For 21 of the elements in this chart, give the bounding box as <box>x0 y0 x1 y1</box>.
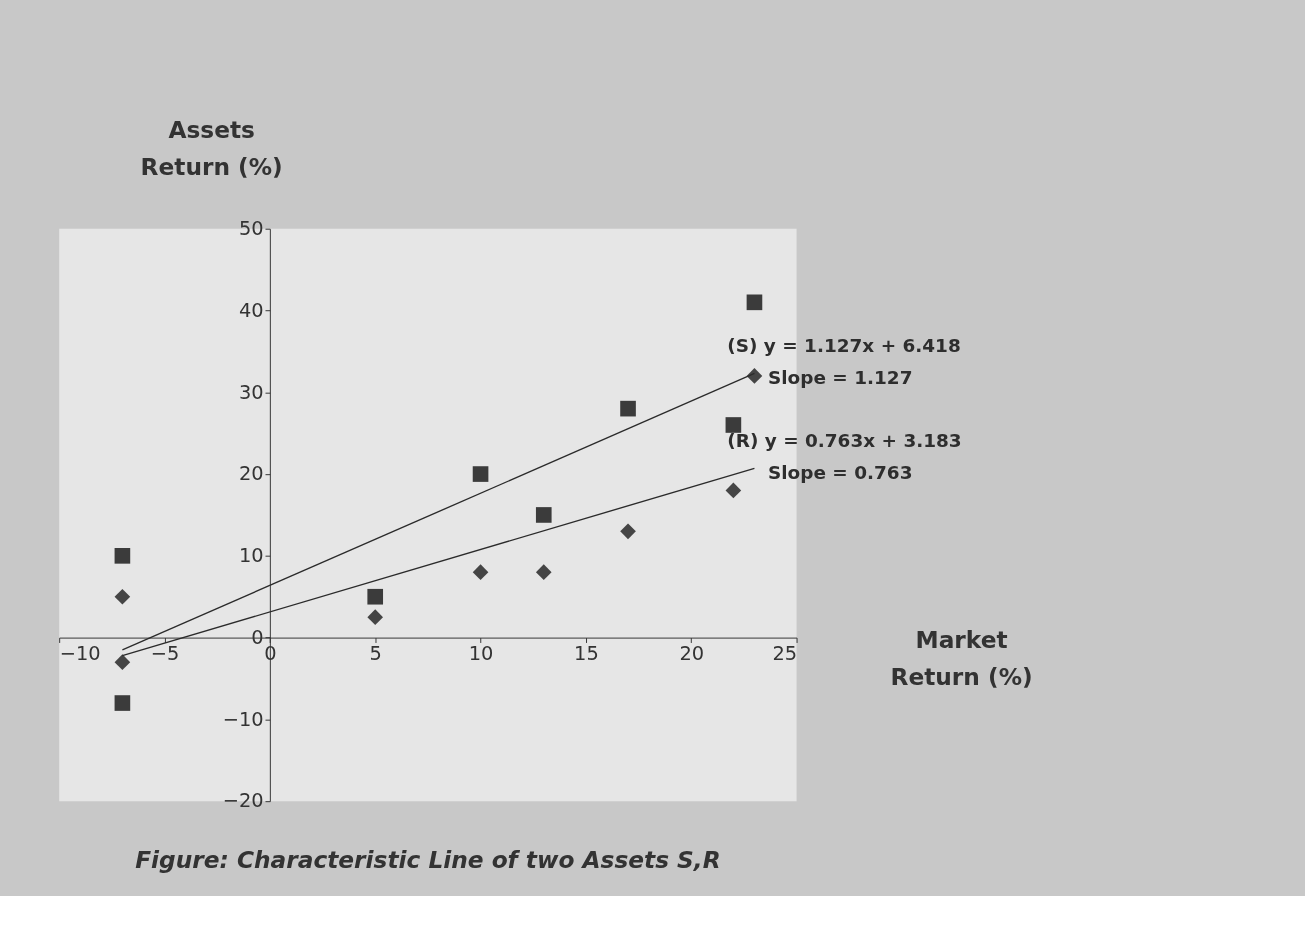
y-tick-label: −10 <box>222 707 264 731</box>
annotation: (R) y = 0.763x + 3.183 <box>727 429 962 451</box>
y-tick-label: 40 <box>238 298 264 322</box>
annotation: (S) y = 1.127x + 6.418 <box>727 335 961 357</box>
y-tick-label: 50 <box>238 217 264 241</box>
x-tick-label: −5 <box>150 642 180 666</box>
annotation: Slope = 0.763 <box>768 462 913 484</box>
x-tick-label: 25 <box>772 642 798 666</box>
y-tick-label: 20 <box>238 462 264 486</box>
x-tick-label: 20 <box>679 642 705 666</box>
y-tick-label: −20 <box>222 789 264 813</box>
x-tick-label: −10 <box>59 642 101 666</box>
y-axis-title: Assets Return (%) <box>140 116 283 181</box>
text: Figure: Characteristic Line of two Assets S,R <box>135 846 721 874</box>
x-tick-label: 15 <box>574 642 599 666</box>
annotation: Slope = 1.127 <box>768 367 913 389</box>
y-tick-label: 10 <box>238 544 264 568</box>
x-tick-label: 5 <box>369 642 382 666</box>
y-tick-label: 30 <box>238 380 264 404</box>
x-tick-label: 10 <box>468 642 494 666</box>
x-axis-title: Market Return (%) <box>890 626 1033 691</box>
